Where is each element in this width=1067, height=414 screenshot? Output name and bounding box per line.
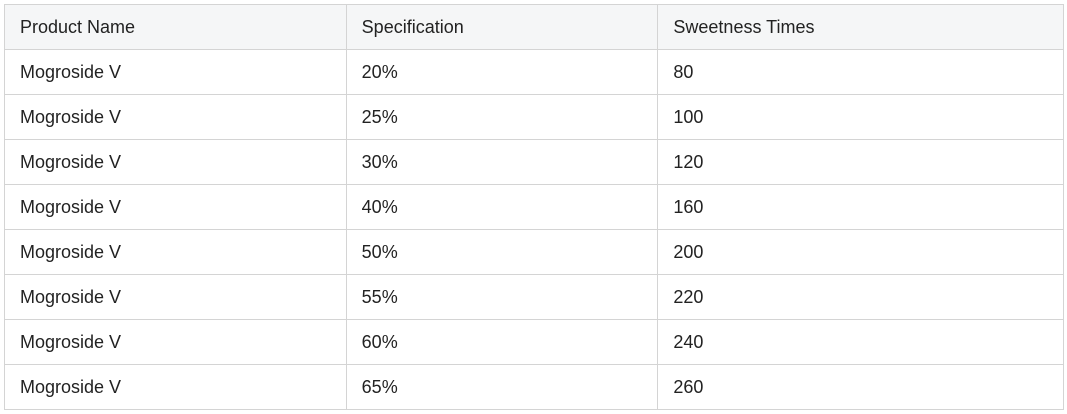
product-name-cell: Mogroside V: [4, 184, 347, 230]
header-specification: Specification: [345, 4, 659, 50]
sweetness-times-cell: 260: [657, 364, 1064, 410]
product-name-cell: Mogroside V: [4, 364, 347, 410]
sweetness-times-cell: 120: [657, 139, 1064, 185]
table-row: Mogroside V 40% 160: [4, 184, 1064, 230]
table-row: Mogroside V 25% 100: [4, 94, 1064, 140]
specification-cell: 60%: [345, 319, 659, 365]
product-name-cell: Mogroside V: [4, 319, 347, 365]
header-sweetness-times: Sweetness Times: [657, 4, 1064, 50]
specification-cell: 50%: [345, 229, 659, 275]
table-row: Mogroside V 30% 120: [4, 139, 1064, 185]
specification-cell: 20%: [345, 49, 659, 95]
specification-cell: 25%: [345, 94, 659, 140]
specification-cell: 65%: [345, 364, 659, 410]
header-product-name: Product Name: [4, 4, 347, 50]
specification-cell: 40%: [345, 184, 659, 230]
product-name-cell: Mogroside V: [4, 139, 347, 185]
specification-cell: 30%: [345, 139, 659, 185]
product-name-cell: Mogroside V: [4, 94, 347, 140]
table-header-row: Product Name Specification Sweetness Tim…: [4, 4, 1064, 50]
sweetness-times-cell: 160: [657, 184, 1064, 230]
sweetness-times-cell: 200: [657, 229, 1064, 275]
table-row: Mogroside V 65% 260: [4, 364, 1064, 410]
product-table: Product Name Specification Sweetness Tim…: [4, 4, 1064, 410]
sweetness-times-cell: 100: [657, 94, 1064, 140]
sweetness-times-cell: 240: [657, 319, 1064, 365]
table-row: Mogroside V 60% 240: [4, 319, 1064, 365]
specification-cell: 55%: [345, 274, 659, 320]
sweetness-times-cell: 220: [657, 274, 1064, 320]
sweetness-times-cell: 80: [657, 49, 1064, 95]
product-name-cell: Mogroside V: [4, 229, 347, 275]
product-name-cell: Mogroside V: [4, 274, 347, 320]
table-row: Mogroside V 50% 200: [4, 229, 1064, 275]
table-row: Mogroside V 20% 80: [4, 49, 1064, 95]
product-name-cell: Mogroside V: [4, 49, 347, 95]
table-row: Mogroside V 55% 220: [4, 274, 1064, 320]
